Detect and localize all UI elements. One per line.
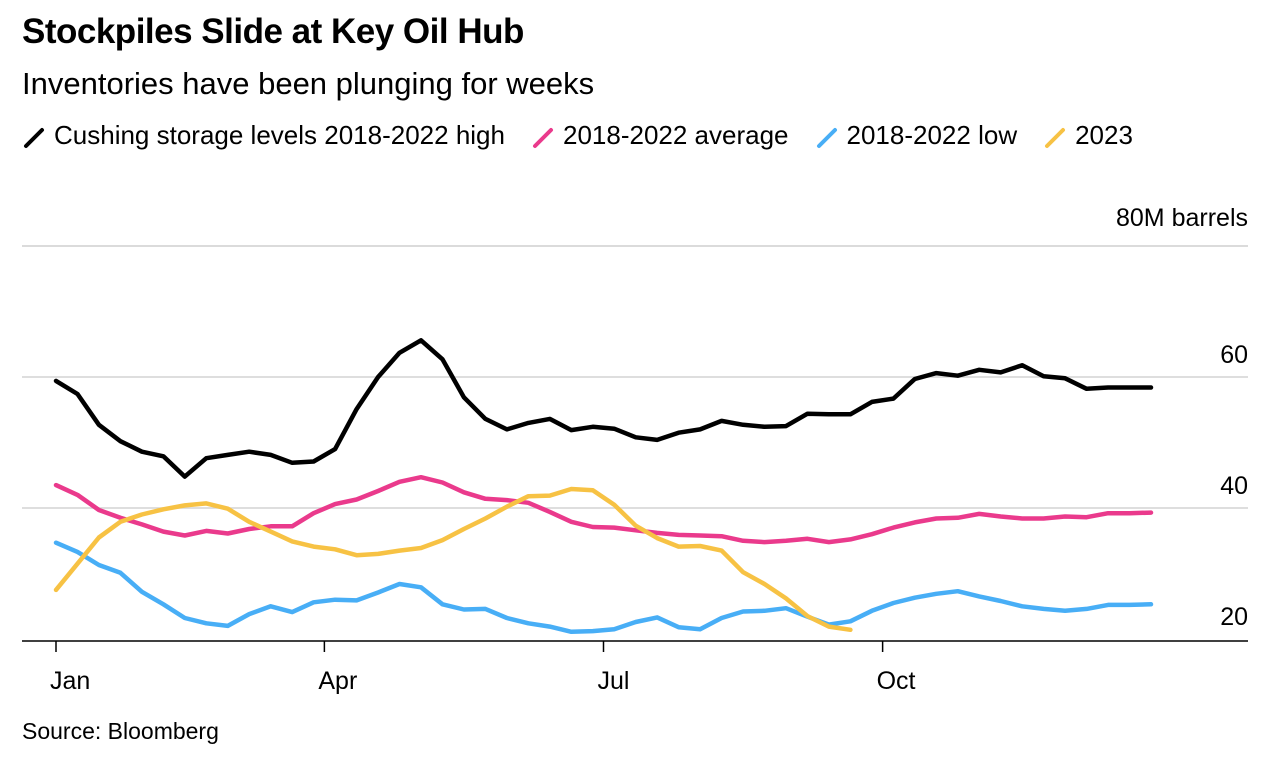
x-tick-label-oct: Oct: [877, 667, 916, 695]
series-line-1: [53, 474, 1154, 545]
source-note: Source: Bloomberg: [22, 718, 219, 744]
series-lines: [53, 338, 1154, 635]
chart-subtitle: Inventories have been plunging for weeks: [22, 66, 595, 101]
legend-swatch-1: [532, 128, 553, 149]
series-line-2: [53, 540, 1154, 635]
y-unit-label: 80M barrels: [1116, 204, 1248, 232]
y-axis-labels: 80M barrels 20 40 60: [1116, 204, 1248, 631]
series-line-0: [53, 338, 1154, 479]
y-tick-label-40: 40: [1220, 472, 1248, 500]
legend-item-3: 2023: [1043, 116, 1133, 154]
legend-swatch-3: [1045, 128, 1066, 149]
legend-label-2: 2018-2022 low: [846, 120, 1018, 150]
legend-item-1: 2018-2022 average: [531, 116, 789, 154]
x-tick-label-jul: Jul: [598, 667, 630, 695]
legend-label-3: 2023: [1075, 120, 1133, 150]
legend-label-1: 2018-2022 average: [562, 120, 789, 150]
chart-title: Stockpiles Slide at Key Oil Hub: [22, 12, 524, 51]
chart-legend: Cushing storage levels 2018-2022 high 201…: [22, 116, 1252, 154]
x-tick-label-jan: Jan: [50, 667, 90, 695]
x-axis: Jan Apr Jul Oct: [22, 640, 1248, 695]
legend-swatch-2: [816, 128, 837, 149]
y-tick-label-20: 20: [1220, 603, 1248, 631]
legend-item-0: Cushing storage levels 2018-2022 high: [22, 116, 505, 154]
legend-item-2: 2018-2022 low: [815, 116, 1018, 154]
legend-swatch-0: [24, 128, 44, 149]
series-line-3: [53, 486, 853, 633]
y-tick-label-60: 60: [1220, 341, 1248, 369]
legend-label-0: Cushing storage levels 2018-2022 high: [54, 120, 505, 150]
x-tick-label-apr: Apr: [318, 667, 357, 695]
